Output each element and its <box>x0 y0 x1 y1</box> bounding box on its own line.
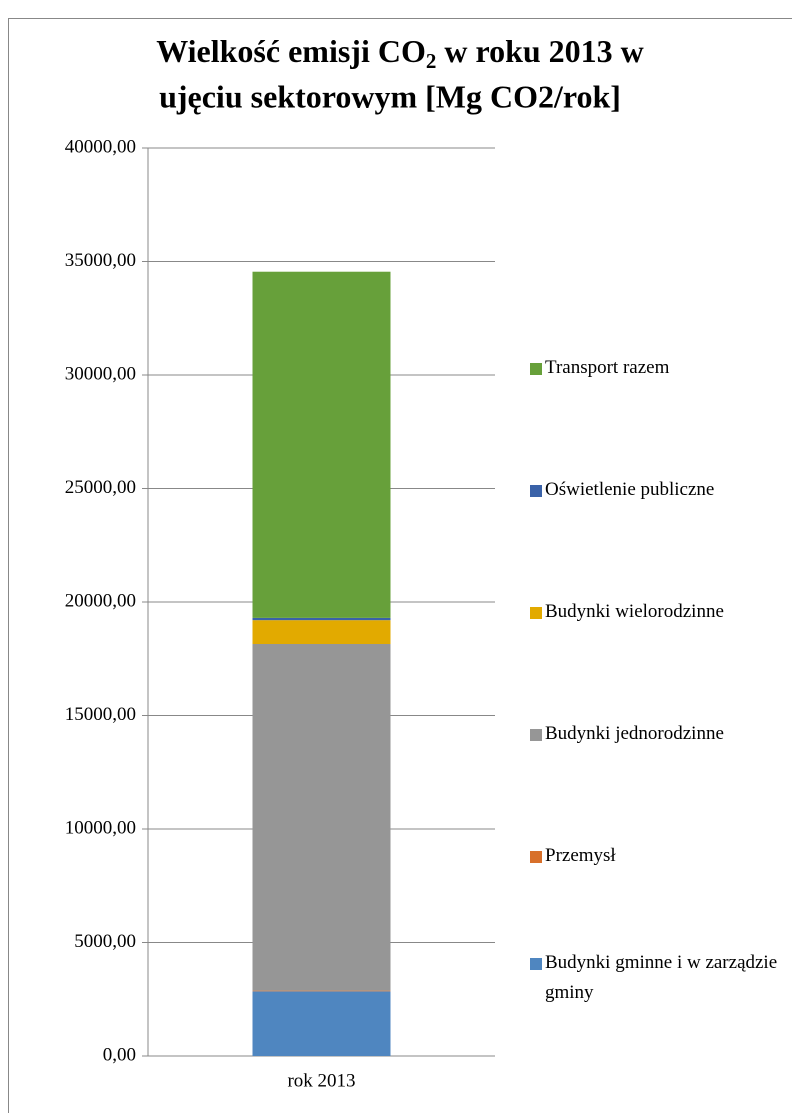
legend-line: gminy <box>545 982 594 1003</box>
legend-line: Transport razem <box>545 357 670 378</box>
legend-line: Budynki jednorodzinne <box>545 723 724 744</box>
legend-line: Budynki gminne i w zarządzie <box>545 952 777 973</box>
legend-label: Budynki jednorodzinne <box>545 723 724 744</box>
legend-line: Budynki wielorodzinne <box>545 601 724 622</box>
bar-segment <box>252 271 391 618</box>
legend-label: Transport razem <box>545 357 670 378</box>
bar-segment <box>252 643 391 991</box>
legend-label: Budynki wielorodzinne <box>545 601 724 622</box>
bar-segment <box>252 617 391 621</box>
legend-swatch <box>530 729 542 741</box>
legend-label: Oświetlenie publiczne <box>545 479 714 500</box>
title-part: Wielkość emisji CO <box>156 33 426 69</box>
y-tick-label: 5000,00 <box>74 931 136 952</box>
title-subscript: 2 <box>426 49 437 73</box>
y-tick-label: 30000,00 <box>65 363 136 384</box>
chart-border <box>8 18 792 1113</box>
title-part: w roku 2013 w <box>436 33 643 69</box>
bar-segment <box>252 991 391 1056</box>
y-tick-label: 25000,00 <box>65 477 136 498</box>
legend-swatch <box>530 607 542 619</box>
legend-swatch <box>530 851 542 863</box>
legend-label: Przemysł <box>545 845 616 866</box>
x-tick-label: rok 2013 <box>287 1070 355 1091</box>
y-tick-label: 35000,00 <box>65 250 136 271</box>
chart-title: ujęciu sektorowym [Mg CO2/rok] <box>159 78 621 114</box>
legend-swatch <box>530 363 542 375</box>
y-tick-label: 10000,00 <box>65 817 136 838</box>
y-tick-label: 40000,00 <box>65 136 136 157</box>
y-tick-label: 20000,00 <box>65 590 136 611</box>
y-tick-label: 15000,00 <box>65 704 136 725</box>
legend-line: Przemysł <box>545 845 616 866</box>
legend-line: Oświetlenie publiczne <box>545 479 714 500</box>
bar-segment <box>252 620 391 644</box>
chart-title: Wielkość emisji CO2 w roku 2013 w <box>156 33 644 72</box>
legend-label: Budynki gminne i w zarządzie gminy <box>545 952 777 1003</box>
legend-swatch <box>530 958 542 970</box>
legend-swatch <box>530 485 542 497</box>
bar-segment <box>252 990 391 992</box>
y-tick-label: 0,00 <box>103 1044 136 1065</box>
